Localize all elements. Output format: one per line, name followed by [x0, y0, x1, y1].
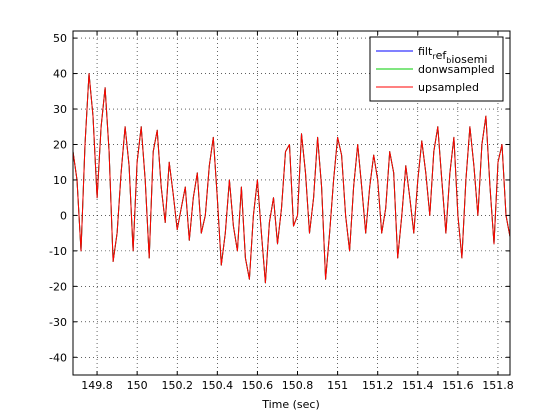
axis-ticks [73, 31, 510, 375]
x-tick-label: 150.2 [161, 379, 193, 392]
y-tick-label: -10 [49, 245, 67, 258]
legend-label: donwsampled [418, 63, 495, 76]
x-tick-label: 149.8 [81, 379, 113, 392]
y-tick-label: 20 [53, 138, 67, 151]
x-tick-label: 150.4 [202, 379, 234, 392]
axes-frame [72, 30, 511, 376]
x-tick-label: 151.2 [362, 379, 394, 392]
series-lines [72, 73, 511, 284]
y-tick-label: 0 [60, 209, 67, 222]
series-line-upsampled [72, 73, 511, 284]
x-tick-label: 151.6 [442, 379, 474, 392]
legend-label: filtrefbiosemi [418, 45, 487, 66]
x-tick-label: 151.4 [402, 379, 434, 392]
y-tick-label: 50 [53, 32, 67, 45]
y-tick-label: -20 [49, 280, 67, 293]
x-axis-label: Time (sec) [261, 398, 320, 411]
y-tick-label: 40 [53, 68, 67, 81]
y-tick-label: 10 [53, 174, 67, 187]
y-tick-label: 30 [53, 103, 67, 116]
x-tick-label: 150 [127, 379, 148, 392]
x-tick-label: 151 [327, 379, 348, 392]
x-tick-label: 150.6 [242, 379, 274, 392]
grid [73, 31, 510, 375]
x-tick-label: 151.8 [482, 379, 514, 392]
x-tick-label: 150.8 [282, 379, 314, 392]
y-tick-label: -40 [49, 351, 67, 364]
legend-label: upsampled [418, 81, 479, 94]
y-tick-label: -30 [49, 316, 67, 329]
